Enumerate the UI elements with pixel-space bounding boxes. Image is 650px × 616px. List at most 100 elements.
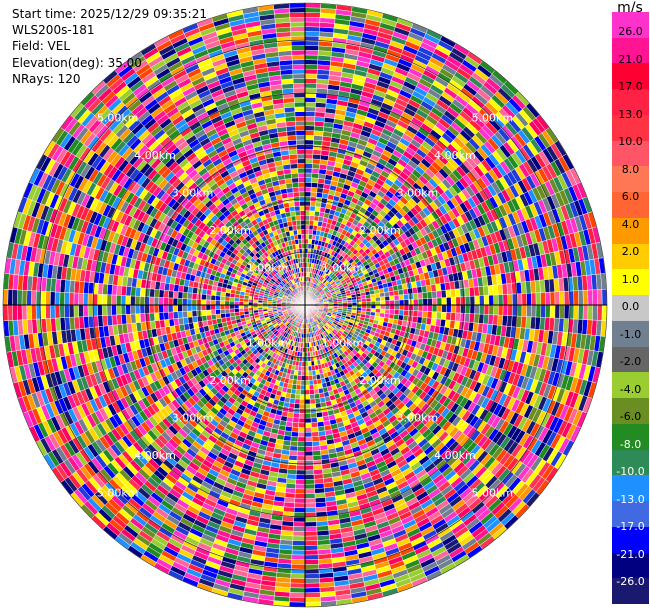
velocity-cell [455, 289, 460, 297]
velocity-cell [380, 297, 385, 301]
velocity-cell [418, 293, 423, 299]
velocity-cell [288, 465, 297, 470]
velocity-cell [522, 305, 527, 317]
velocity-cell [316, 412, 322, 417]
velocity-cell [289, 455, 297, 460]
velocity-cell [290, 446, 298, 451]
velocity-cell [305, 145, 313, 150]
velocity-cell [312, 446, 320, 451]
velocity-cell [305, 390, 310, 395]
velocity-cell [301, 380, 305, 385]
velocity-cell [560, 305, 565, 319]
velocity-cell [290, 441, 298, 446]
velocity-cell [305, 8, 321, 13]
velocity-cell [574, 305, 579, 319]
velocity-cell [432, 291, 437, 298]
velocity-cell [305, 27, 320, 32]
velocity-cell [290, 592, 305, 597]
velocity-cell [305, 555, 318, 560]
velocity-cell [305, 531, 317, 536]
velocity-cell [446, 312, 451, 320]
velocity-cell [305, 220, 309, 225]
velocity-cell [293, 522, 305, 527]
velocity-cell [536, 293, 541, 305]
velocity-cell [475, 305, 480, 314]
velocity-cell [308, 361, 311, 366]
velocity-cell [427, 311, 432, 318]
velocity-cell [305, 230, 309, 235]
velocity-cell [432, 305, 437, 312]
velocity-cell [423, 305, 428, 311]
velocity-cell [384, 292, 389, 297]
velocity-cell [305, 50, 318, 55]
velocity-cell [290, 578, 305, 583]
velocity-cell [296, 390, 301, 395]
velocity-cell [309, 225, 313, 230]
velocity-cell [295, 498, 305, 503]
velocity-cell [305, 31, 319, 36]
velocity-cell [293, 527, 305, 532]
velocity-cell [385, 296, 390, 301]
velocity-cell [305, 380, 309, 385]
velocity-cell [308, 352, 311, 357]
velocity-cell [508, 305, 513, 316]
velocity-cell [305, 140, 314, 145]
velocity-cell [531, 305, 536, 317]
velocity-cell [503, 305, 508, 316]
velocity-cell [289, 451, 297, 456]
velocity-cell [469, 287, 474, 296]
velocity-cell [305, 234, 309, 239]
velocity-cell [465, 296, 470, 305]
velocity-cell [305, 583, 320, 588]
velocity-cell [376, 305, 381, 309]
velocity-cell [313, 140, 322, 145]
velocity-cell [395, 300, 400, 305]
velocity-cell [311, 422, 318, 427]
velocity-cell [289, 602, 305, 607]
velocity-cell [545, 305, 550, 318]
velocity-cell [302, 366, 306, 371]
velocity-cell [305, 154, 313, 159]
velocity-cell [305, 163, 312, 168]
velocity-cell [436, 312, 441, 319]
velocity-cell [314, 394, 319, 399]
velocity-cell [305, 112, 315, 117]
velocity-cell [295, 399, 301, 404]
velocity-cell [309, 390, 314, 395]
velocity-cell [305, 597, 321, 602]
velocity-cell [309, 216, 314, 221]
velocity-cell [305, 446, 313, 451]
velocity-cell [305, 451, 313, 456]
velocity-cell [293, 413, 299, 418]
velocity-cell [460, 313, 465, 322]
velocity-cell [555, 292, 560, 305]
velocity-cell [380, 305, 385, 309]
velocity-cell [305, 413, 311, 418]
velocity-cell [305, 88, 316, 93]
velocity-cell [541, 305, 546, 318]
velocity-cell [314, 135, 323, 140]
velocity-cell [305, 41, 319, 46]
velocity-cell [484, 295, 489, 305]
velocity-cell [310, 399, 316, 404]
velocity-cell [305, 602, 321, 607]
velocity-cell [394, 290, 399, 295]
velocity-cell [305, 574, 319, 579]
velocity-cell [305, 74, 317, 79]
velocity-cell [517, 294, 522, 305]
velocity-cell [305, 428, 312, 433]
velocity-cell [560, 291, 565, 305]
velocity-cell [297, 451, 305, 456]
velocity-cell [522, 293, 527, 305]
velocity-cell [305, 130, 314, 135]
velocity-cell [413, 299, 418, 305]
velocity-cell [308, 366, 312, 371]
velocity-cell [428, 305, 433, 312]
velocity-cell [465, 288, 470, 297]
velocity-cell [305, 465, 314, 470]
velocity-cell [465, 313, 470, 322]
velocity-cell [588, 290, 593, 305]
velocity-cell [385, 305, 390, 309]
velocity-cell [371, 305, 376, 309]
